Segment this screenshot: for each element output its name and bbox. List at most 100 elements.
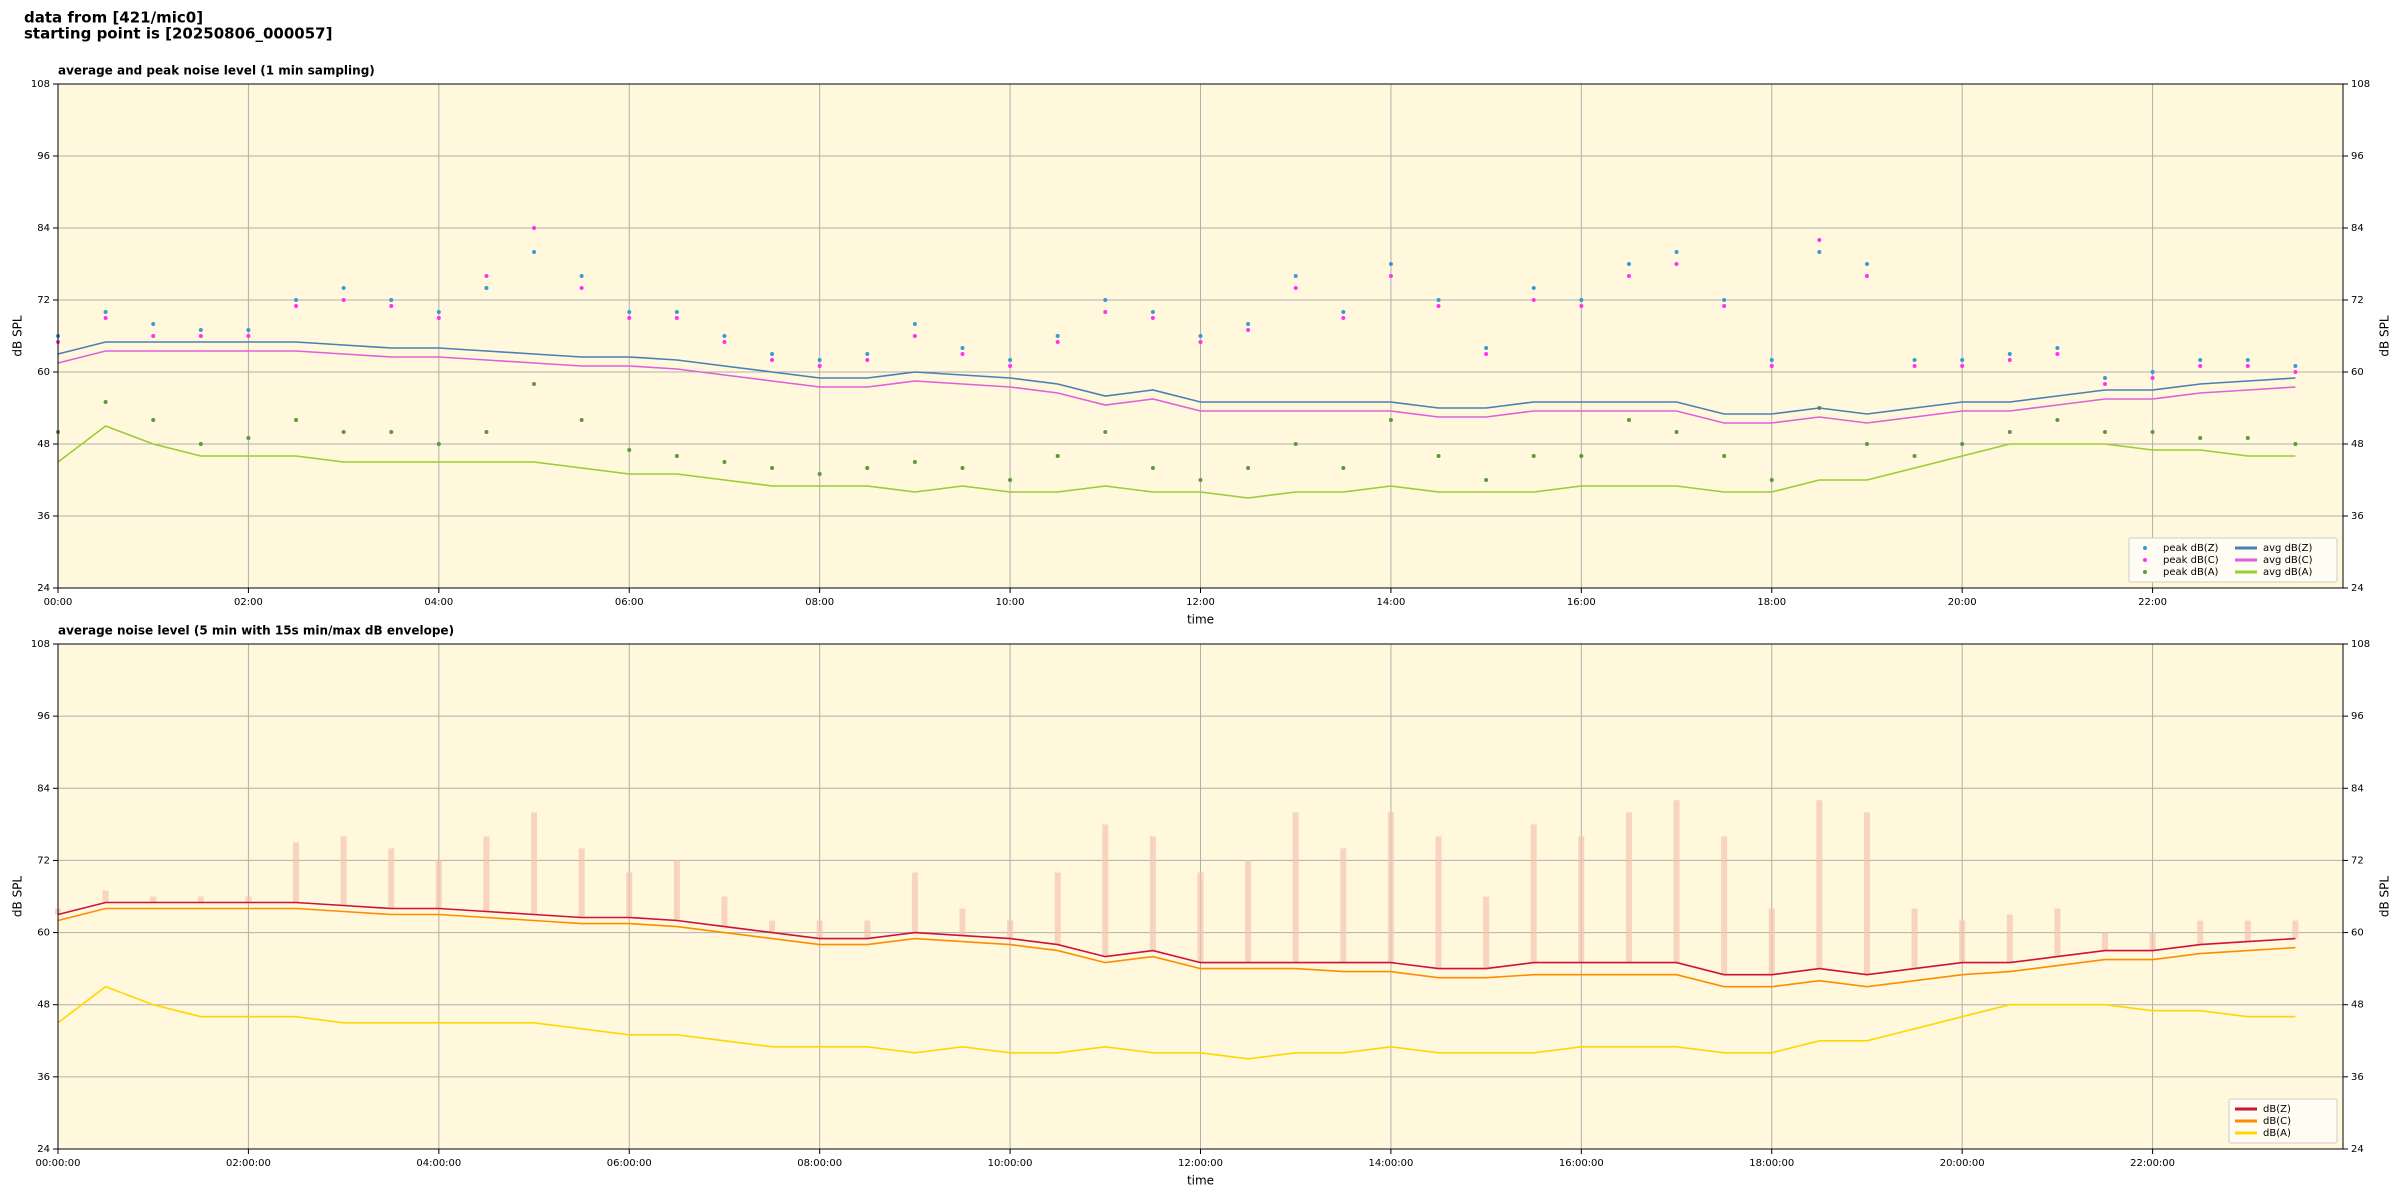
- y-tick-label: 108: [31, 79, 50, 90]
- y-tick-label: 36: [37, 1072, 50, 1083]
- legend-label: avg dB(Z): [2263, 543, 2313, 554]
- peak-point: [1531, 454, 1536, 458]
- y-tick-label: 24: [2351, 1144, 2364, 1155]
- x-tick-label: 12:00: [1186, 597, 1215, 608]
- y-tick-label: 108: [2351, 639, 2370, 650]
- peak-point: [246, 334, 251, 338]
- plot-frame: [57, 643, 2344, 1150]
- peak-point: [817, 358, 822, 362]
- peak-point: [770, 358, 775, 362]
- x-tick-label: 14:00:00: [1368, 1158, 1413, 1169]
- peak-point: [198, 328, 203, 332]
- series-line: [57, 901, 2296, 976]
- peak-point: [960, 352, 965, 356]
- x-tick-label: 14:00: [1377, 597, 1406, 608]
- series-line: [57, 985, 2296, 1060]
- peak-point: [1864, 442, 1869, 446]
- peak-point: [1531, 298, 1536, 302]
- y-tick-label: 84: [2351, 223, 2364, 234]
- peak-point: [1055, 340, 1060, 344]
- x-tick-label: 04:00: [424, 597, 453, 608]
- x-tick-label: 18:00: [1757, 597, 1786, 608]
- peak-point: [1484, 346, 1489, 350]
- series-line: [57, 350, 2296, 424]
- y-tick-label: 24: [37, 1144, 50, 1155]
- peak-point: [960, 466, 965, 470]
- peak-point: [341, 286, 346, 290]
- peak-point: [389, 304, 394, 308]
- y-tick-label: 84: [2351, 783, 2364, 794]
- peak-point: [1626, 418, 1631, 422]
- legend-label: dB(A): [2263, 1128, 2291, 1139]
- x-tick-label: 22:00:00: [2130, 1158, 2175, 1169]
- peak-point: [1293, 286, 1298, 290]
- peak-point: [1008, 364, 1013, 368]
- peak-point: [2102, 382, 2107, 386]
- peak-point: [579, 286, 584, 290]
- plot-frame: [57, 83, 2344, 589]
- peak-point: [532, 226, 537, 230]
- peak-point: [1150, 310, 1155, 314]
- peak-point: [1150, 316, 1155, 320]
- peak-point: [1103, 298, 1108, 302]
- peak-point: [627, 316, 632, 320]
- x-tick-label: 08:00: [805, 597, 834, 608]
- chart: average and peak noise level (1 min samp…: [11, 64, 2392, 627]
- chart-title: average and peak noise level (1 min samp…: [58, 64, 375, 78]
- peak-point: [1008, 478, 1013, 482]
- peak-point: [1103, 430, 1108, 434]
- peak-point: [246, 436, 251, 440]
- x-tick-label: 12:00:00: [1178, 1158, 1223, 1169]
- peak-point: [2198, 364, 2203, 368]
- x-tick-label: 16:00: [1567, 597, 1596, 608]
- peak-point: [2245, 358, 2250, 362]
- peak-point: [484, 274, 489, 278]
- peak-point: [1769, 364, 1774, 368]
- peak-point: [865, 352, 870, 356]
- peak-point: [865, 466, 870, 470]
- peak-point: [1769, 478, 1774, 482]
- x-tick-label: 00:00:00: [36, 1158, 81, 1169]
- peak-point: [198, 334, 203, 338]
- header-line: data from [421/mic0]: [24, 9, 203, 27]
- peak-point: [1293, 274, 1298, 278]
- peak-point: [722, 460, 727, 464]
- peak-point: [1674, 262, 1679, 266]
- peak-point: [2055, 346, 2060, 350]
- legend-marker: [2143, 570, 2147, 574]
- peak-point: [484, 286, 489, 290]
- legend-label: peak dB(Z): [2163, 543, 2219, 554]
- peak-point: [103, 400, 108, 404]
- peak-point: [1960, 358, 1965, 362]
- peak-point: [1341, 466, 1346, 470]
- legend-label: dB(C): [2263, 1116, 2291, 1127]
- peak-point: [912, 334, 917, 338]
- y-tick-label: 60: [37, 367, 50, 378]
- y-tick-label: 48: [37, 1000, 50, 1011]
- peak-point: [294, 418, 299, 422]
- y-tick-label: 36: [37, 511, 50, 522]
- peak-point: [2150, 370, 2155, 374]
- peak-point: [1817, 238, 1822, 242]
- peak-point: [103, 310, 108, 314]
- legend-box: [2128, 537, 2338, 583]
- y-tick-label: 96: [2351, 151, 2364, 162]
- y-tick-label: 96: [2351, 711, 2364, 722]
- peak-point: [1912, 454, 1917, 458]
- y-tick-label: 48: [2351, 1000, 2364, 1011]
- peak-point: [436, 442, 441, 446]
- peak-point: [2102, 376, 2107, 380]
- peak-point: [1388, 418, 1393, 422]
- peak-point: [1436, 304, 1441, 308]
- peak-point: [532, 382, 537, 386]
- peak-point: [2007, 358, 2012, 362]
- peak-point: [389, 430, 394, 434]
- legend-label: avg dB(A): [2263, 567, 2313, 578]
- peak-point: [2150, 430, 2155, 434]
- peak-point: [2198, 358, 2203, 362]
- peak-point: [1722, 304, 1727, 308]
- peak-point: [1436, 454, 1441, 458]
- y-axis-label: dB SPL: [11, 876, 25, 918]
- peak-point: [2293, 442, 2298, 446]
